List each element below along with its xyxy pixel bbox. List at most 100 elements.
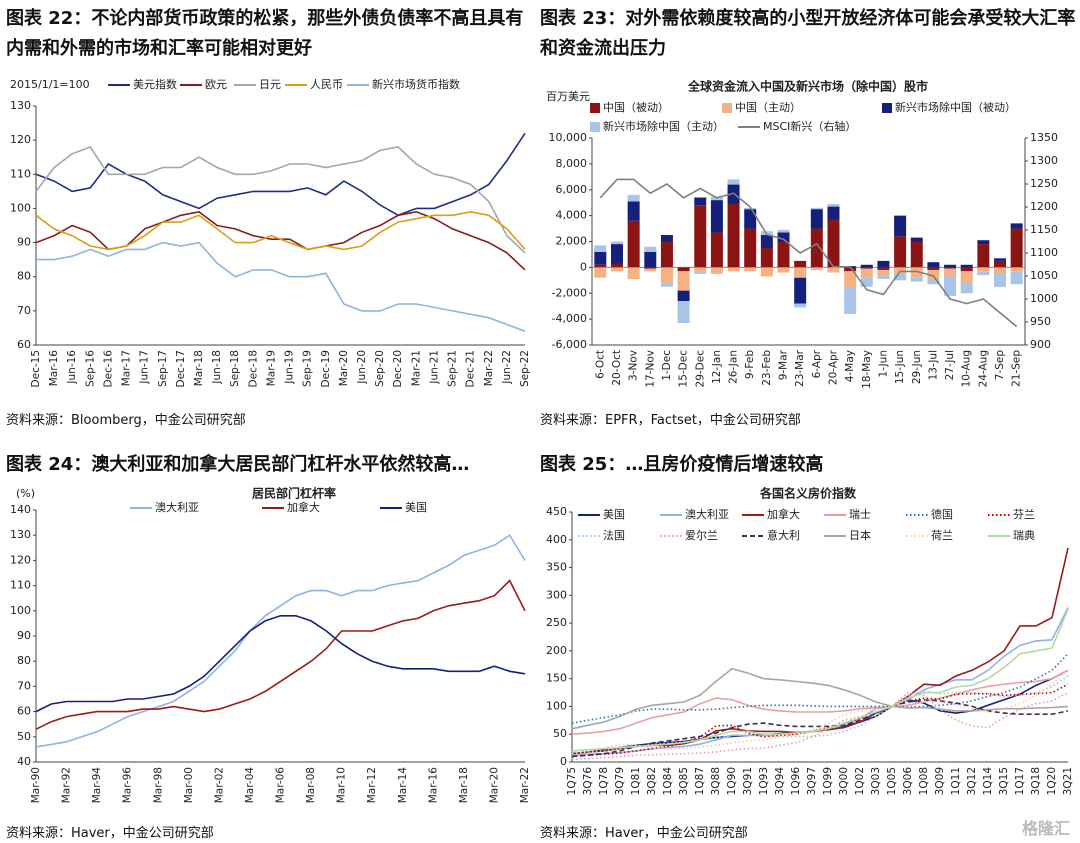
x-tick-label: Sep-16: [84, 350, 96, 387]
bar: [1010, 271, 1023, 285]
bar: [710, 232, 723, 268]
bar: [910, 237, 923, 242]
bar: [960, 267, 973, 272]
x-tick-label: Dec-18: [247, 350, 259, 387]
y-tick-label: 2,000: [556, 235, 588, 248]
legend-label: 美国: [603, 508, 625, 521]
bar: [1010, 267, 1023, 272]
x-tick-label: 7-Sep: [994, 350, 1006, 381]
x-tick-label: 3Q03: [870, 767, 882, 795]
x-tick-label: 1Q81: [630, 767, 642, 795]
y-tick-label: 10,000: [549, 131, 588, 144]
bar: [877, 275, 890, 280]
bar: [1010, 228, 1023, 268]
series-line: [35, 615, 526, 713]
x-tick-label: 13-Jul: [927, 350, 939, 380]
series-line: [35, 210, 526, 251]
legend-label: 人民币: [310, 78, 343, 91]
x-tick-label: 26-Jan: [728, 350, 740, 384]
bar: [994, 258, 1007, 261]
x-tick-label: Mar-22: [483, 350, 495, 386]
x-tick-label: 29-Dec: [694, 350, 706, 388]
x-tick-label: 20-Apr: [827, 349, 839, 385]
bar: [677, 301, 690, 324]
y2-tick-label: 950: [1030, 315, 1051, 328]
legend-label: 中国（主动）: [735, 101, 801, 114]
bar: [677, 267, 690, 272]
bar: [760, 247, 773, 268]
y-tick-label: 80: [17, 654, 31, 667]
x-tick-label: Mar-20: [338, 350, 350, 386]
x-tick-label: 1Q87: [694, 767, 706, 795]
note: 2015/1/1=100: [10, 78, 90, 91]
figure-title: 图表 22：不论内部货币政策的松紧，那些外债负债率不高且具有内需和外需的市场和汇…: [6, 8, 524, 59]
bar: [627, 267, 640, 280]
x-tick-label: 3Q18: [1030, 767, 1042, 795]
bar: [727, 179, 740, 185]
bar: [644, 251, 657, 268]
bar: [610, 244, 623, 264]
x-tick-label: 27-Jul: [944, 350, 956, 380]
x-tick-label: 1Q93: [758, 767, 770, 795]
bar: [660, 282, 673, 287]
y-tick-label: 0: [580, 260, 587, 273]
x-tick-label: Dec-15: [30, 350, 42, 387]
bar: [827, 219, 840, 268]
bar: [794, 267, 807, 278]
legend-label: 瑞典: [1013, 528, 1035, 542]
bar: [677, 290, 690, 302]
y-tick-label: 100: [10, 201, 31, 214]
y-tick-label: 60: [17, 705, 31, 718]
bar: [794, 260, 807, 268]
series-line: [571, 675, 1069, 755]
x-tick-label: 15-Jun: [894, 350, 906, 384]
bar: [827, 267, 840, 273]
x-tick-label: 9-Mar: [778, 349, 790, 380]
x-tick-label: 4-May: [844, 350, 856, 382]
bar: [910, 267, 923, 278]
x-tick-label: 3Q09: [934, 767, 946, 795]
x-tick-label: 23-Feb: [761, 350, 773, 386]
y-tick-label: 250: [546, 616, 567, 629]
x-tick-label: Mar-16: [427, 767, 439, 804]
bar: [694, 271, 707, 274]
legend-label: 美国: [405, 501, 427, 514]
bar: [994, 273, 1007, 287]
bar: [1010, 223, 1023, 229]
x-tick-label: 3Q06: [902, 767, 914, 796]
legend-label: 新兴市场除中国（被动）: [895, 100, 1016, 114]
source: 资料来源：Bloomberg，中金公司研究部: [6, 413, 246, 428]
x-tick-label: 1Q75: [566, 767, 578, 795]
legend-label: 日本: [849, 528, 871, 542]
y-tick-label: 140: [10, 503, 31, 516]
y-tick-label: 110: [10, 579, 31, 592]
bar: [844, 271, 857, 289]
bar: [944, 267, 957, 269]
y-tick-label: 130: [10, 99, 31, 112]
legend-swatch: [722, 103, 732, 113]
x-tick-label: Jun-19: [284, 350, 296, 385]
bar: [894, 273, 907, 281]
bar: [910, 277, 923, 282]
x-tick-label: Mar-18: [193, 350, 205, 386]
x-tick-label: 3Q00: [838, 767, 850, 795]
bar: [927, 279, 940, 285]
x-tick-label: Mar-92: [61, 767, 73, 803]
bar: [977, 267, 990, 272]
bar: [794, 303, 807, 308]
x-tick-label: 1Q20: [1046, 767, 1058, 795]
x-tick-label: Mar-94: [91, 767, 103, 804]
bar: [994, 260, 1007, 268]
y-tick-label: -2,000: [552, 286, 587, 299]
bar: [794, 277, 807, 304]
y2-tick-label: 1350: [1030, 131, 1058, 144]
bar: [777, 229, 790, 233]
bar: [660, 241, 673, 268]
y-tick-label: -6,000: [552, 338, 587, 351]
bar: [944, 264, 957, 268]
x-tick-label: Sep-22: [519, 350, 531, 387]
x-tick-label: 3Q12: [966, 767, 978, 795]
x-tick-label: Mar-17: [121, 350, 133, 386]
y-tick-label: -4,000: [552, 312, 587, 325]
x-tick-label: Mar-96: [122, 767, 134, 804]
